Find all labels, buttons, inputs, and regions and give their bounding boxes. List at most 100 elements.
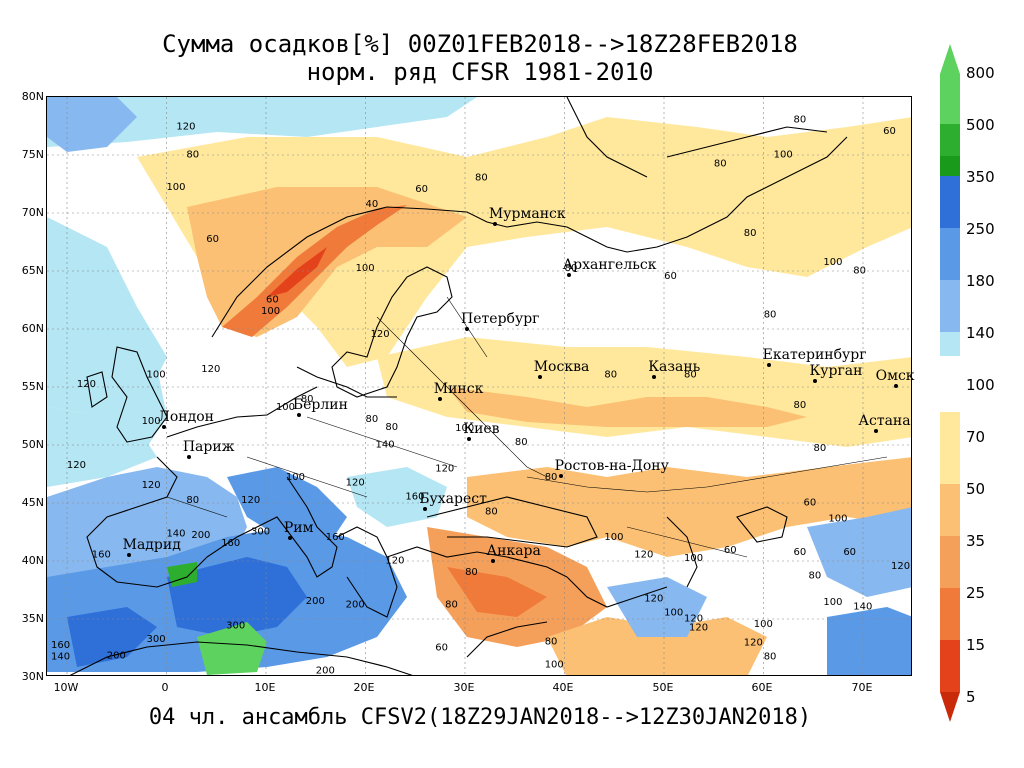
region-med-deep	[167, 557, 307, 637]
region-iran-wet	[607, 577, 707, 637]
contour-label: 140	[375, 439, 394, 450]
legend-top-arrow	[940, 44, 960, 74]
legend-box-50	[940, 432, 960, 484]
city-label: Курган	[809, 362, 863, 379]
lon-label-40e: 40E	[552, 681, 574, 694]
region-uk-wet	[87, 337, 167, 447]
lat-label-50n: 50N	[21, 438, 44, 451]
city-label: Минск	[433, 380, 484, 397]
contour-label: 80	[604, 370, 617, 381]
contour-label: 120	[201, 364, 220, 375]
contour-label: 120	[684, 613, 703, 624]
contour-label: 160	[405, 492, 424, 503]
region-asia-wet-2	[827, 607, 911, 675]
legend-bottom-arrow	[940, 692, 960, 722]
lat-label-40n: 40N	[21, 554, 44, 567]
lat-label-65n: 65N	[21, 264, 44, 277]
map-title-line2: норм. ряд CFSR 1981-2010	[306, 58, 654, 86]
contour-label: 80	[385, 422, 398, 433]
contour-label: 120	[891, 561, 910, 572]
contour-label: 100	[142, 416, 161, 427]
region-asia-wet	[807, 507, 911, 597]
contour-label: 140	[166, 529, 185, 540]
contour-label: 60	[435, 642, 448, 653]
legend-label-180: 180	[966, 272, 995, 290]
contour-labels: 1208010060608040100601001208010060808010…	[51, 115, 910, 675]
region-arctic-wet-2	[47, 97, 137, 152]
city-marker	[437, 396, 442, 401]
region-south-dry	[467, 457, 911, 557]
city-label: Лондон	[158, 408, 214, 425]
city-marker	[465, 326, 470, 331]
lat-label-60n: 60N	[21, 322, 44, 335]
contour-label: 120	[77, 379, 96, 390]
contour-label: 60	[794, 547, 807, 558]
region-balkan-wet	[347, 467, 447, 527]
city-label: Рим	[283, 519, 314, 536]
region-arctic-wet	[47, 97, 477, 147]
lon-label-60e: 60E	[751, 681, 773, 694]
contour-label: 120	[385, 555, 404, 566]
color-legend: 800 500 350 250 180 140 100 70 50 35 25 …	[938, 44, 1024, 724]
contour-label: 80	[794, 400, 807, 411]
city-marker	[813, 378, 818, 383]
city-marker	[287, 535, 292, 540]
city-marker	[490, 558, 495, 563]
legend-box-100	[940, 332, 960, 356]
lon-label-50e: 50E	[652, 681, 674, 694]
contour-label: 80	[764, 309, 777, 320]
contour-label: 100	[545, 660, 564, 671]
contour-label: 120	[634, 550, 653, 561]
city-marker	[186, 455, 191, 460]
city-marker	[492, 221, 497, 226]
map-title-line1: Сумма осадков[%] 00Z01FEB2018-->18Z28FEB…	[162, 30, 798, 58]
city-marker	[558, 474, 563, 479]
contour-label: 80	[764, 652, 777, 663]
legend-box-15	[940, 588, 960, 640]
city-marker	[652, 374, 657, 379]
city-marker	[423, 506, 428, 511]
region-norway-red	[267, 247, 327, 297]
contour-label: 100	[823, 597, 842, 608]
contour-label: 60	[804, 497, 817, 508]
contour-label: 300	[251, 526, 270, 537]
contour-label: 100	[684, 553, 703, 564]
legend-box-70	[940, 412, 960, 432]
contour-label: 300	[147, 634, 166, 645]
legend-label-70: 70	[966, 428, 986, 446]
city-label: Архангельск	[562, 257, 657, 274]
contour-label: 100	[823, 257, 842, 268]
lat-label-55n: 55N	[21, 380, 44, 393]
city-label: Киев	[463, 420, 500, 437]
contour-label: 80	[545, 637, 558, 648]
contour-label: 80	[808, 570, 821, 581]
contour-label: 100	[286, 472, 305, 483]
contour-label: 60	[843, 547, 856, 558]
contour-label: 80	[515, 437, 528, 448]
city-label: Берлин	[292, 396, 348, 413]
region-north-dry	[137, 117, 911, 367]
city-marker	[894, 384, 899, 389]
city-label: Мадрид	[122, 537, 181, 554]
legend-label-350: 350	[966, 168, 995, 186]
contour-label: 120	[644, 594, 663, 605]
contour-label: 80	[565, 263, 578, 274]
city-label: Мурманск	[488, 205, 566, 222]
contour-label: 80	[186, 149, 199, 160]
legend-label-15: 15	[966, 636, 986, 654]
city-marker	[566, 273, 571, 278]
city-marker	[126, 553, 131, 558]
contour-label: 80	[684, 370, 697, 381]
contour-label: 100	[166, 182, 185, 193]
city-label: Екатеринбург	[762, 346, 867, 363]
lon-label-30e: 30E	[453, 681, 475, 694]
city-label: Москва	[533, 359, 590, 376]
contour-label: 60	[206, 234, 219, 245]
contour-label: 80	[366, 414, 379, 425]
contour-label: 80	[794, 115, 807, 126]
legend-label-250: 250	[966, 220, 995, 238]
contour-label: 80	[545, 472, 558, 483]
contour-label: 100	[261, 306, 280, 317]
legend-box-gap	[940, 356, 960, 412]
city-marker	[162, 424, 167, 429]
